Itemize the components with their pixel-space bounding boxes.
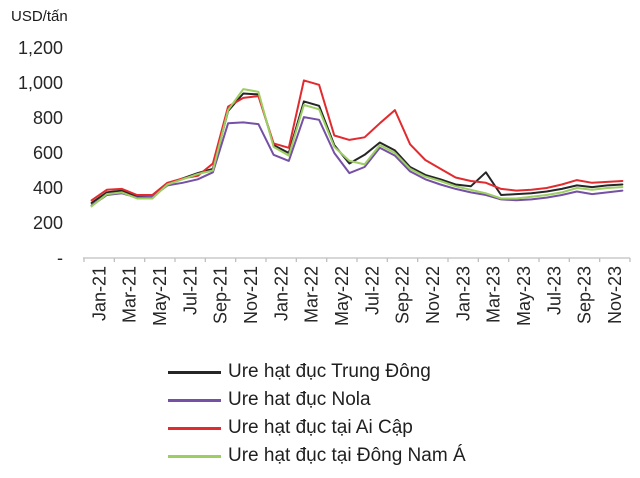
x-tick-label: Sep-21: [211, 266, 231, 324]
x-tick-label: Jul-21: [180, 266, 200, 315]
chart-legend: Ure hạt đục Trung Đông Ure hat đục Nola …: [168, 361, 466, 473]
series-line-1: [90, 116, 624, 207]
y-axis-unit-label: USD/tấn: [11, 8, 68, 25]
y-tick-label: 600: [33, 143, 63, 163]
legend-item-nola: Ure hat đục Nola: [168, 389, 466, 411]
x-tick-label: Mar-23: [484, 266, 504, 323]
x-tick-label: Sep-23: [575, 266, 595, 324]
legend-line-swatch: [168, 454, 221, 458]
x-tick-label: May-21: [150, 266, 170, 326]
legend-label: Ure hạt đục tại Đông Nam Á: [228, 445, 466, 466]
x-tick-label: May-22: [332, 266, 352, 326]
legend-item-ai-cap: Ure hạt đục tại Ai Cập: [168, 417, 466, 439]
legend-label: Ure hạt đục Trung Đông: [228, 361, 431, 382]
x-tick-label: Sep-22: [393, 266, 413, 324]
x-tick-label: Jan-21: [89, 266, 109, 321]
x-tick-label: Nov-23: [605, 266, 625, 324]
y-tick-label: -: [57, 248, 63, 268]
x-tick-label: Jan-22: [271, 266, 291, 321]
x-tick-label: Nov-21: [241, 266, 261, 324]
x-tick-label: Nov-22: [423, 266, 443, 324]
legend-item-dong-nam-a: Ure hạt đục tại Đông Nam Á: [168, 445, 466, 467]
series-line-0: [90, 92, 624, 204]
y-tick-label: 800: [33, 108, 63, 128]
legend-label: Ure hat đục Nola: [228, 389, 371, 410]
y-tick-label: 1,200: [18, 38, 63, 58]
x-tick-label: Jan-23: [453, 266, 473, 321]
y-tick-label: 200: [33, 213, 63, 233]
x-tick-label: Mar-22: [302, 266, 322, 323]
legend-line-swatch: [168, 370, 221, 374]
y-tick-label: 400: [33, 178, 63, 198]
legend-label: Ure hạt đục tại Ai Cập: [228, 417, 413, 438]
x-tick-label: Mar-21: [120, 266, 140, 323]
legend-line-swatch: [168, 426, 221, 430]
y-tick-label: 1,000: [18, 73, 63, 93]
x-tick-label: Jul-23: [544, 266, 564, 315]
legend-item-trung-dong: Ure hạt đục Trung Đông: [168, 361, 466, 383]
x-tick-label: Jul-22: [362, 266, 382, 315]
series-line-3: [90, 88, 624, 208]
price-chart-svg: 1,200 1,000 800 600 400 200 - Jan-21 Mar-21 May-2…: [18, 38, 631, 326]
x-tick-label: May-23: [514, 266, 534, 326]
legend-line-swatch: [168, 398, 221, 402]
